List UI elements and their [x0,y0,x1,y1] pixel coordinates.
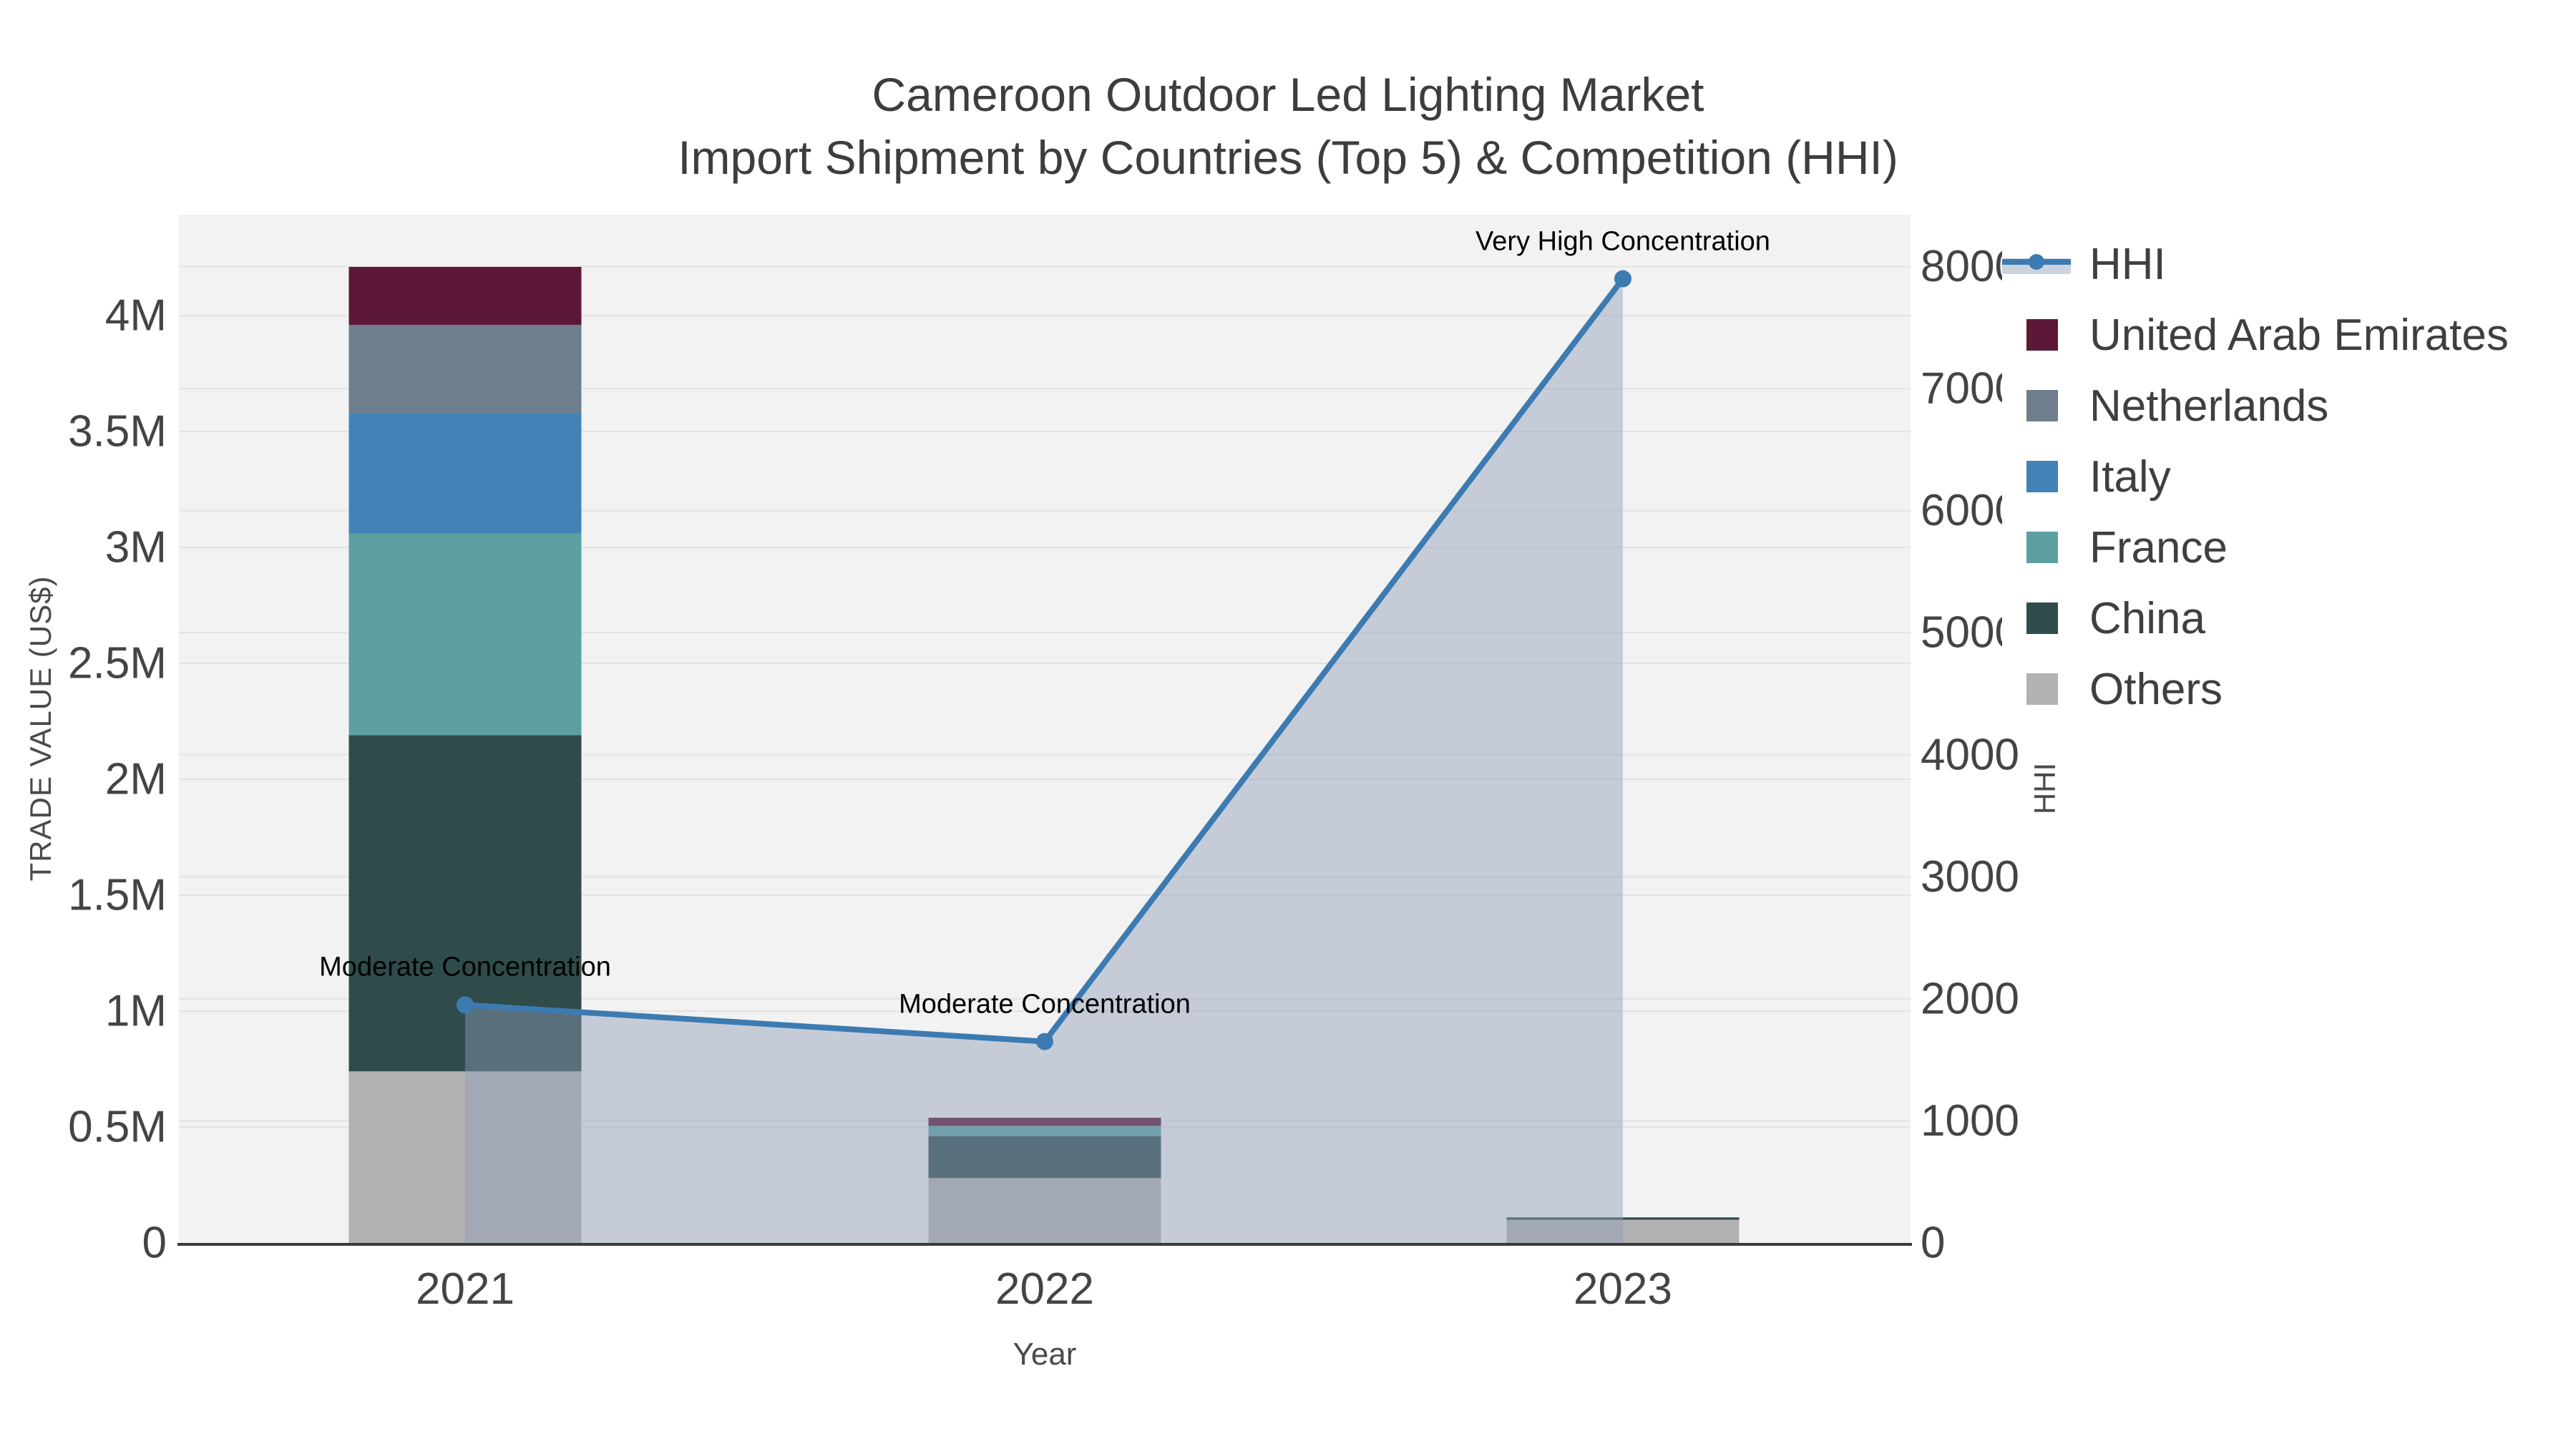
bar-2021-china[interactable] [348,735,582,1072]
color-swatch-icon [2002,390,2074,421]
x-axis-tick-label: 2023 [1574,1264,1672,1314]
legend-item-italy[interactable]: Italy [2002,446,2570,507]
left-axis-tick-label: 4M [105,291,167,341]
chart-title-line1: Cameroon Outdoor Led Lighting Market [872,68,1704,121]
x-axis-title: Year [1013,1337,1077,1372]
bar-2021-italy[interactable] [348,413,582,534]
legend: HHI United Arab Emirates Netherlands Ita… [2002,229,2570,724]
color-swatch-icon [2002,461,2074,492]
hhi-line-swatch-icon [2002,248,2074,280]
legend-label: Others [2089,664,2223,714]
bar-2022-united-arab-emirates[interactable] [928,1118,1161,1126]
legend-label: HHI [2089,239,2166,289]
color-swatch-icon [2002,319,2074,351]
left-axis-tick-label: 0 [142,1219,167,1268]
bar-2023-china[interactable] [1506,1217,1740,1220]
bar-2021-france[interactable] [348,533,582,736]
bar-2022-france[interactable] [928,1126,1161,1136]
legend-label: Italy [2089,452,2171,502]
bar-2021-united-arab-emirates[interactable] [348,266,582,325]
legend-item-france[interactable]: France [2002,517,2570,578]
left-axis-tick-label: 0.5M [68,1103,167,1152]
right-axis-tick-label: 4000 [1921,730,2019,779]
right-axis-tick-label: 3000 [1921,852,2019,902]
legend-label: Netherlands [2089,381,2329,431]
hhi-marker-2022[interactable] [1036,1033,1053,1050]
hhi-marker-2023[interactable] [1614,270,1631,288]
legend-item-china[interactable]: China [2002,587,2570,649]
legend-label: United Arab Emirates [2089,310,2509,360]
chart-title-line2: Import Shipment by Countries (Top 5) & C… [678,131,1898,184]
right-axis-tick-label: 0 [1921,1219,1945,1268]
chart-title: Cameroon Outdoor Led Lighting Market Imp… [0,63,2576,189]
bar-2022-others[interactable] [928,1178,1161,1243]
right-axis-tick-label: 1000 [1921,1096,2019,1146]
right-axis-title: HHI [2028,762,2062,815]
hhi-marker-2021[interactable] [457,996,474,1014]
left-axis-tick-label: 1.5M [68,871,167,920]
legend-label: China [2089,593,2205,643]
color-swatch-icon [2002,532,2074,563]
annotation-2022: Moderate Concentration [899,989,1191,1020]
bar-2023-others[interactable] [1506,1219,1740,1243]
left-axis-tick-label: 1M [105,987,167,1036]
color-swatch-icon [2002,673,2074,705]
hhi-area-fill [465,278,1623,1243]
legend-item-hhi[interactable]: HHI [2002,233,2570,295]
x-axis-tick-label: 2021 [416,1264,514,1314]
right-axis-tick-label: 2000 [1921,974,2019,1023]
color-swatch-icon [2002,602,2074,634]
left-axis-tick-label: 2M [105,755,167,804]
legend-item-others[interactable]: Others [2002,658,2570,720]
annotation-2021: Moderate Concentration [319,952,611,982]
bar-2022-china[interactable] [928,1136,1161,1179]
bar-2021-netherlands[interactable] [348,324,582,414]
bar-2021-others[interactable] [348,1071,582,1243]
legend-item-netherlands[interactable]: Netherlands [2002,375,2570,436]
x-axis-tick-label: 2022 [995,1264,1094,1314]
left-axis-tick-label: 3M [105,523,167,572]
annotation-2023: Very High Concentration [1475,226,1770,257]
left-axis-title: TRADE VALUE (US$) [24,575,57,882]
left-axis-tick-label: 2.5M [68,639,167,688]
legend-item-united-arab-emirates[interactable]: United Arab Emirates [2002,304,2570,366]
left-axis-tick-label: 3.5M [68,407,167,457]
legend-label: France [2089,522,2228,572]
